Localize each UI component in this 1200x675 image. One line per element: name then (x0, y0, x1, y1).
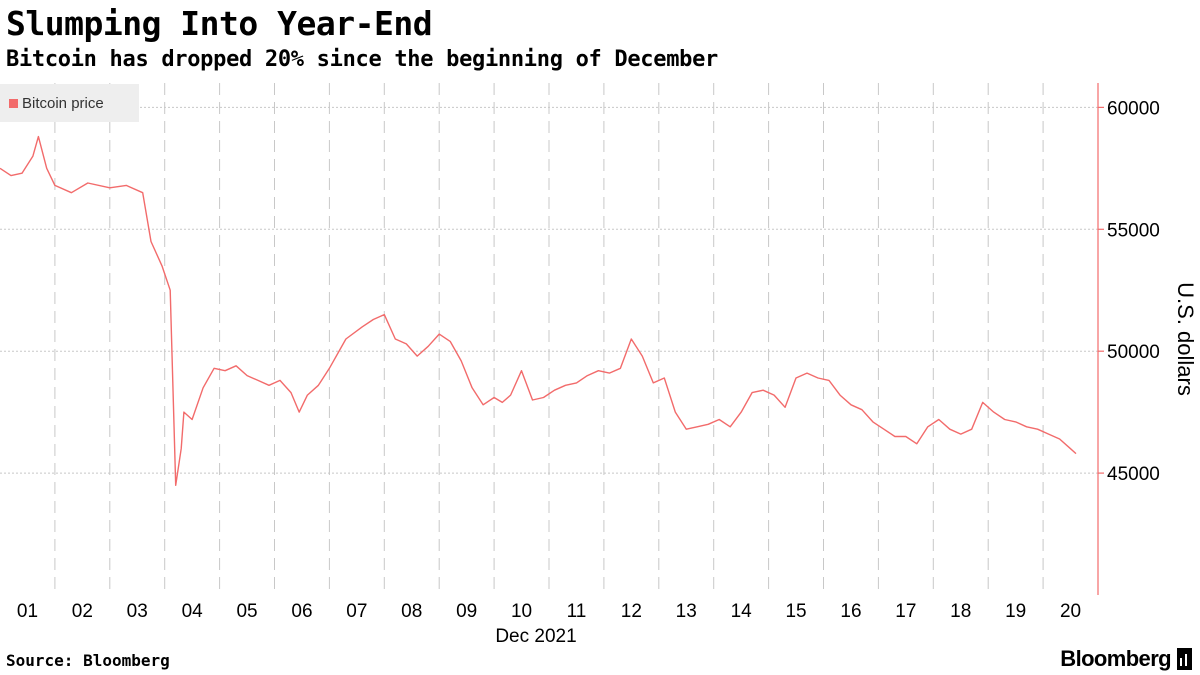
y-axis-label: U.S. dollars (1173, 282, 1198, 396)
x-tick-label: 19 (1005, 601, 1026, 622)
x-tick-label: 01 (17, 601, 38, 622)
series-layer (0, 135, 1077, 486)
x-tick-label: 14 (731, 601, 753, 622)
chart-title: Slumping Into Year-End (6, 4, 433, 43)
x-axis-label: Dec 2021 (495, 626, 576, 647)
x-tick-label: 03 (127, 601, 148, 622)
series-line-bitcoin-price (0, 135, 1077, 486)
y-tick-label: 60000 (1107, 98, 1160, 119)
chart-subtitle: Bitcoin has dropped 20% since the beginn… (6, 47, 718, 72)
bloomberg-terminal-icon (1177, 648, 1192, 670)
x-tick-label: 02 (72, 601, 93, 622)
source-note: Source: Bloomberg (6, 651, 170, 670)
x-tick-label: 18 (950, 601, 971, 622)
x-tick-label: 09 (456, 601, 477, 622)
grid-layer (0, 83, 1098, 595)
x-tick-label: 10 (511, 601, 532, 622)
x-tick-label: 15 (785, 601, 806, 622)
x-tick-label: 12 (621, 601, 642, 622)
axis-layer: 45000 50000 55000 60000 U.S. dollars 01 02 03 04… (17, 83, 1198, 647)
legend-swatch (9, 98, 18, 108)
x-tick-label: 05 (236, 601, 257, 622)
x-tick-label: 16 (840, 601, 861, 622)
brand: Bloomberg (1060, 646, 1192, 672)
x-tick-label: 07 (346, 601, 367, 622)
legend: Bitcoin price (0, 84, 139, 122)
y-tick-label: 55000 (1107, 220, 1160, 241)
x-tick-label: 13 (676, 601, 697, 622)
x-tick-label: 04 (182, 601, 204, 622)
x-tick-label: 08 (401, 601, 422, 622)
x-tick-label: 17 (895, 601, 916, 622)
x-tick-label: 20 (1060, 601, 1081, 622)
brand-wordmark: Bloomberg (1060, 646, 1171, 671)
legend-label: Bitcoin price (22, 94, 104, 112)
y-tick-label: 50000 (1107, 342, 1160, 363)
x-tick-label: 06 (291, 601, 312, 622)
y-tick-label: 45000 (1107, 464, 1160, 485)
x-tick-label: 11 (567, 601, 587, 622)
